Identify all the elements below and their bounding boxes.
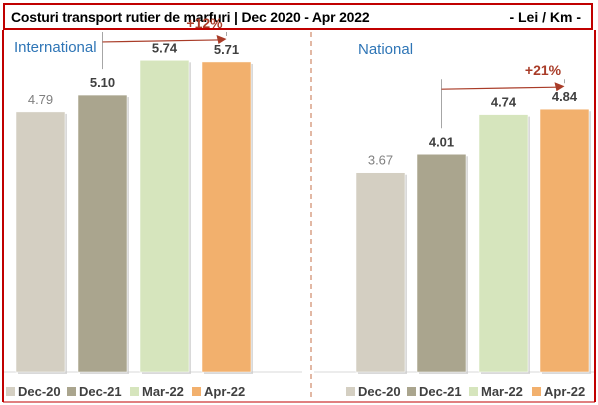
legend-label: Dec-20 — [358, 384, 401, 399]
legend-label: Dec-21 — [79, 384, 122, 399]
legend-swatch-apr-22 — [532, 387, 541, 396]
title-bar: Costuri transport rutier de marfuri | De… — [3, 3, 593, 30]
panel-international: International 4.79 5.10 5.74 5.71 +12% Dec-20 D… — [4, 15, 302, 399]
data-label: 5.74 — [152, 40, 178, 55]
data-label: 5.10 — [90, 75, 115, 90]
bar-dec-20 — [355, 172, 406, 373]
legend-swatch-mar-22 — [130, 387, 139, 396]
unit-label: - Lei / Km - — [509, 9, 581, 25]
data-label: 4.84 — [552, 89, 578, 104]
bar-apr-22 — [201, 61, 252, 373]
legend-label: Dec-21 — [419, 384, 462, 399]
growth-arrowhead — [216, 34, 227, 44]
bar-dec-21 — [416, 154, 467, 373]
legend-swatch-dec-20 — [346, 387, 355, 396]
legend-label: Apr-22 — [544, 384, 585, 399]
bar-mar-22 — [478, 114, 529, 373]
legend-swatch-dec-21 — [67, 387, 76, 396]
bar-mar-22 — [139, 60, 190, 373]
bar-dec-21 — [77, 94, 128, 373]
data-label: 3.67 — [368, 153, 393, 168]
panel-national: National 3.67 4.01 4.74 4.84 +21% Dec-20 Dec-21… — [314, 41, 594, 399]
legend-label: Mar-22 — [142, 384, 184, 399]
growth-label: +12% — [186, 15, 223, 31]
data-label: 4.79 — [28, 92, 53, 107]
growth-arrow-line — [441, 86, 557, 90]
data-label: 4.74 — [491, 95, 517, 110]
data-label: 5.71 — [214, 42, 239, 57]
panel-title: National — [358, 41, 413, 58]
legend-swatch-apr-22 — [192, 387, 201, 396]
legend-label: Dec-20 — [18, 384, 61, 399]
data-label: 4.01 — [429, 134, 454, 149]
bar-apr-22 — [539, 108, 590, 373]
legend-label: Apr-22 — [204, 384, 245, 399]
chart-title: Costuri transport rutier de marfuri | De… — [11, 9, 370, 25]
growth-label: +21% — [525, 62, 562, 78]
growth-arrow-line — [102, 39, 219, 43]
growth-arrowhead — [554, 82, 565, 92]
legend-swatch-dec-21 — [407, 387, 416, 396]
panel-title: International — [14, 39, 97, 56]
legend-swatch-mar-22 — [469, 387, 478, 396]
bar-dec-20 — [15, 111, 66, 373]
legend-swatch-dec-20 — [6, 387, 15, 396]
legend-label: Mar-22 — [481, 384, 523, 399]
